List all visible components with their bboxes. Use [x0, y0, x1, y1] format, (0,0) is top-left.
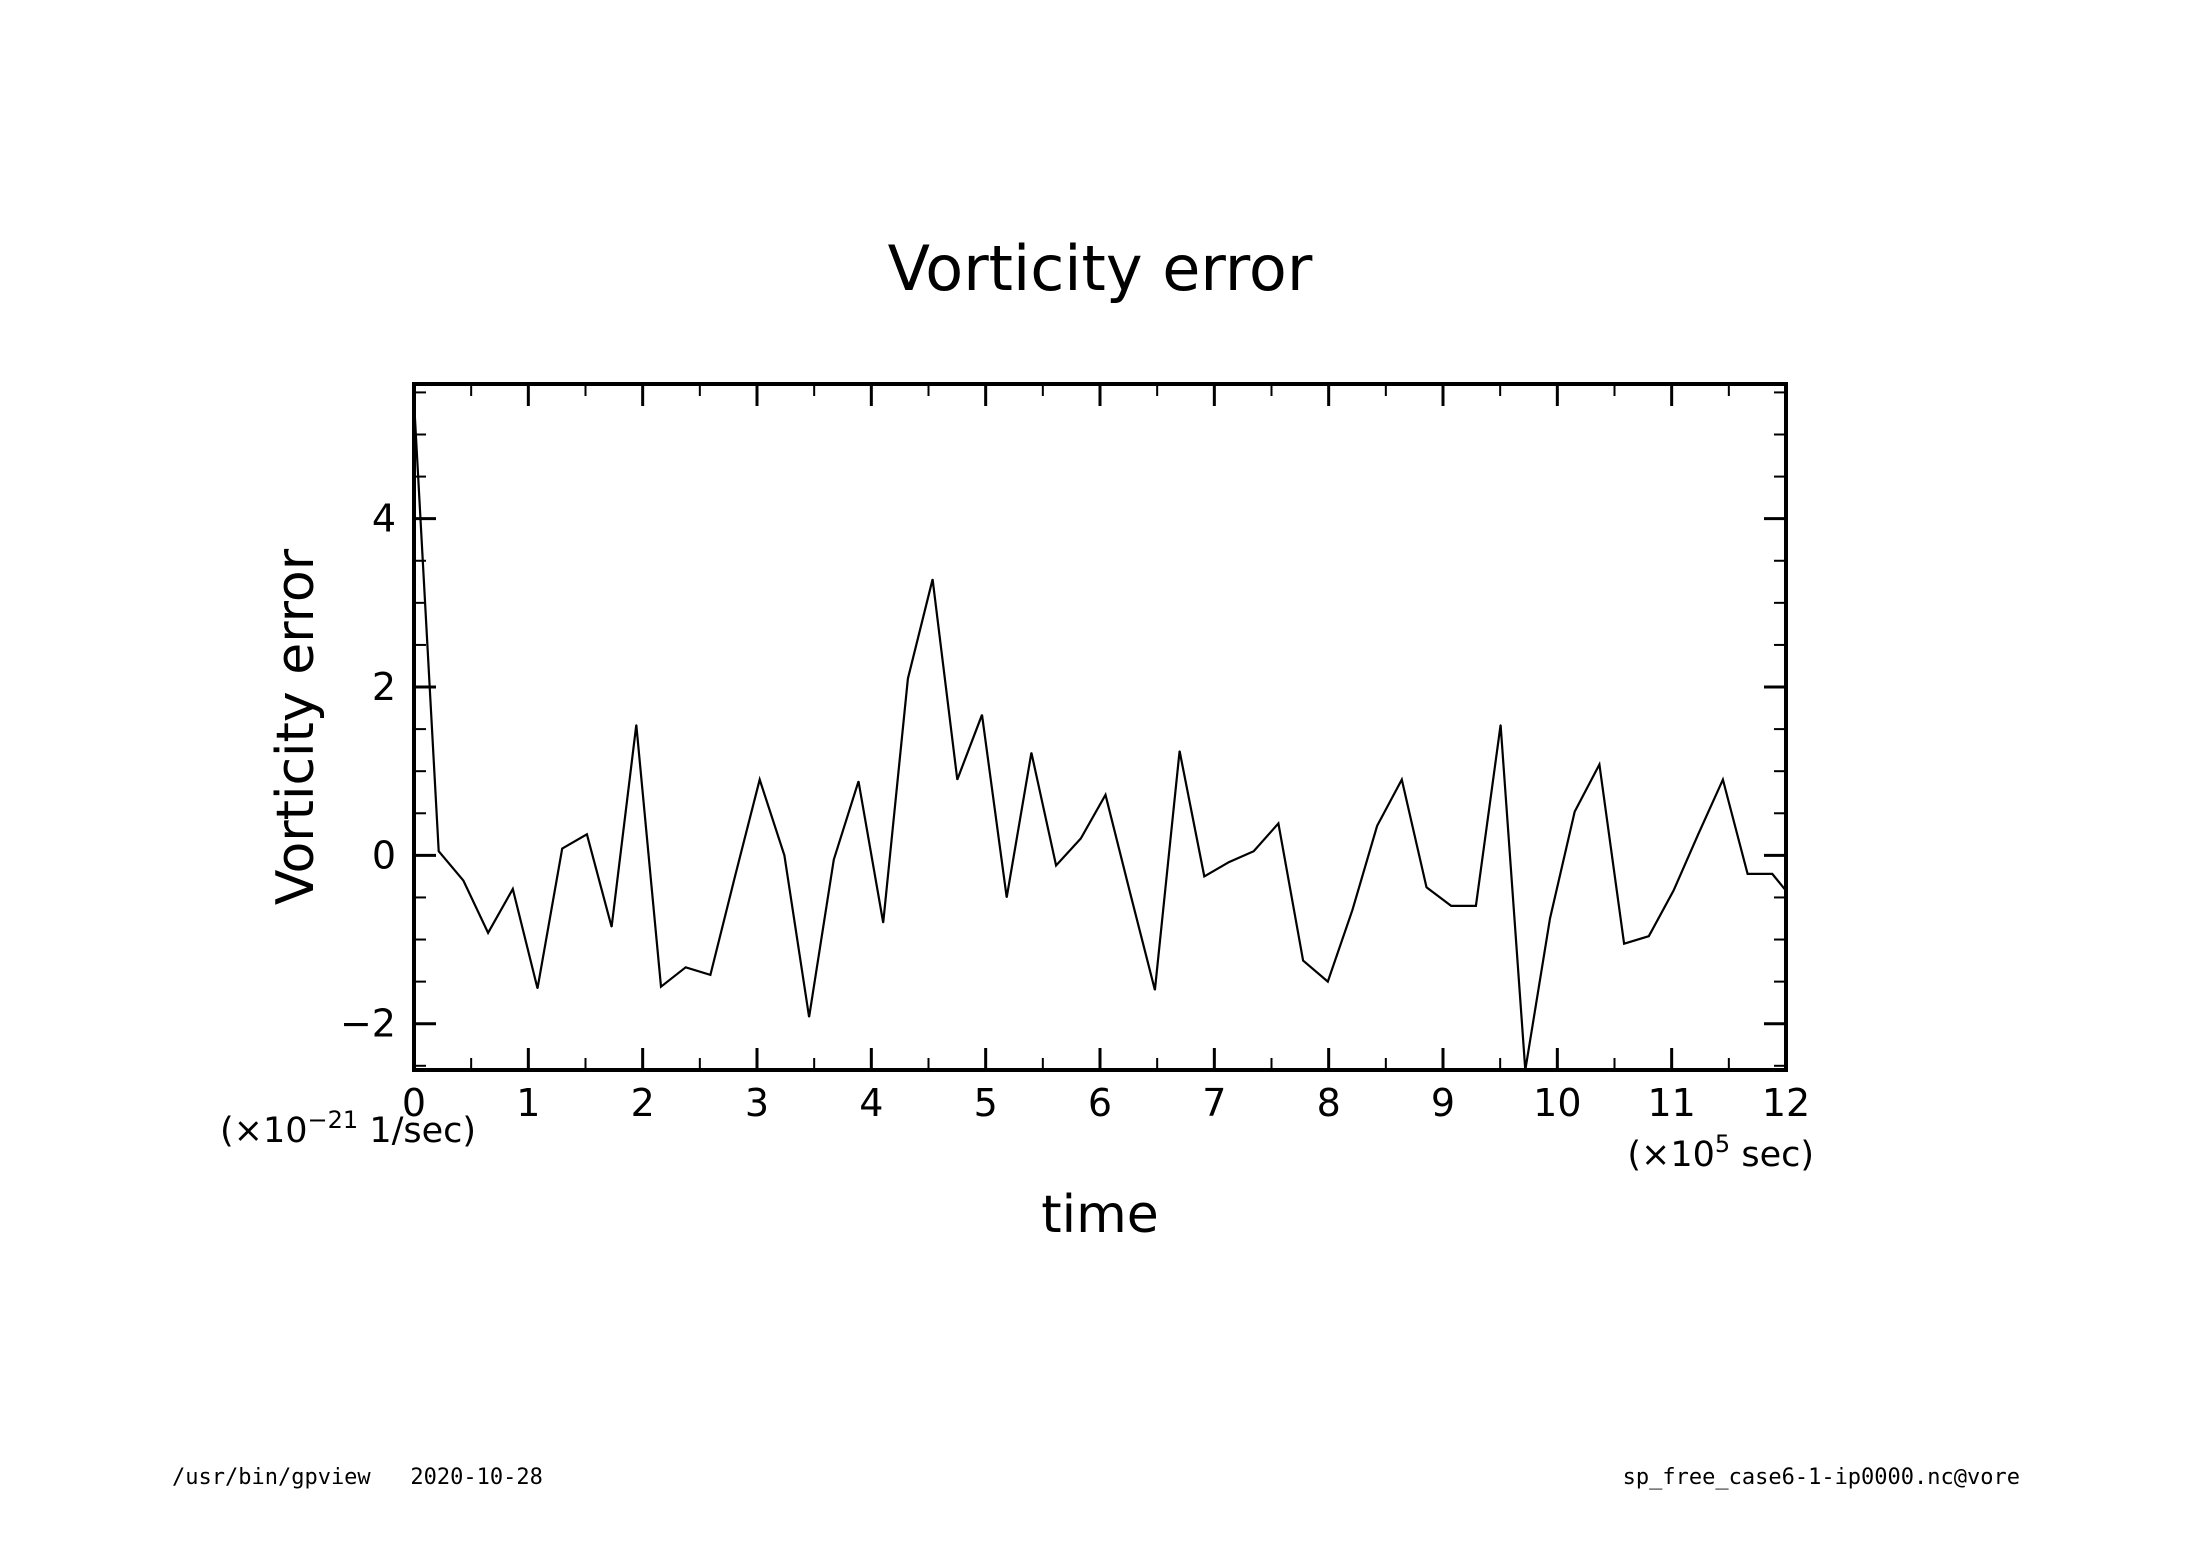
x-tick-label: 11	[1647, 1081, 1695, 1125]
data-point	[734, 875, 736, 878]
data-point	[907, 678, 909, 680]
data-point	[1401, 779, 1403, 781]
x-tick-label: 10	[1533, 1081, 1581, 1125]
data-point	[1302, 960, 1304, 962]
data-point	[1747, 873, 1749, 875]
footer-left: /usr/bin/gpview 2020-10-28	[172, 1465, 543, 1490]
data-point	[1203, 875, 1205, 878]
data-point	[1104, 794, 1107, 796]
series-layer	[412, 400, 1787, 1071]
data-point	[759, 779, 761, 781]
x-tick-label: 4	[859, 1081, 883, 1125]
data-point	[1327, 981, 1329, 983]
data-point	[1785, 890, 1787, 892]
data-point	[1722, 779, 1724, 781]
data-point	[462, 880, 464, 882]
y-tick-label: 0	[372, 833, 396, 877]
data-point	[1376, 825, 1378, 827]
data-point	[1500, 724, 1502, 726]
data-point	[1030, 752, 1032, 754]
x-tick-label: 5	[974, 1081, 998, 1125]
x-tick-label: 8	[1317, 1081, 1341, 1125]
y-scale-exponent: −21	[308, 1106, 359, 1134]
data-point	[1598, 763, 1600, 766]
y-axis: −2 0 2 4	[340, 391, 1786, 1067]
data-point	[1277, 822, 1279, 825]
y-tick-label: 4	[372, 497, 396, 541]
x-scale-label: (×105 sec)	[1627, 1130, 1814, 1175]
data-point	[1450, 905, 1452, 907]
data-point	[512, 888, 514, 890]
data-point	[932, 578, 934, 580]
data-point	[882, 922, 884, 924]
data-point	[1771, 873, 1773, 875]
data-point	[1623, 943, 1625, 945]
x-axis-title: time	[1041, 1185, 1158, 1245]
x-tick-label: 1	[516, 1081, 540, 1125]
data-point	[783, 854, 786, 857]
data-point	[1228, 861, 1230, 863]
x-tick-label: 12	[1762, 1081, 1810, 1125]
data-point	[1179, 750, 1181, 752]
data-point	[561, 848, 563, 850]
x-tick-label: 2	[631, 1081, 655, 1125]
data-point	[1080, 837, 1082, 840]
chart-title: Vorticity error	[888, 232, 1313, 305]
data-point	[857, 780, 860, 782]
x-tick-label: 7	[1202, 1081, 1226, 1125]
x-tick-label: 9	[1431, 1081, 1455, 1125]
x-axis: 0 1 2 3 4 5 6 7 8 9 10 11 12	[402, 384, 1810, 1125]
data-point	[635, 724, 637, 726]
y-scale-label: (×10−21 1/sec)	[220, 1106, 476, 1151]
data-point	[1154, 989, 1156, 991]
data-point	[833, 859, 835, 861]
data-point	[438, 850, 440, 852]
data-point	[1129, 892, 1131, 894]
data-point	[660, 986, 662, 988]
data-point	[709, 974, 712, 976]
data-point	[1574, 811, 1576, 813]
data-point	[611, 926, 613, 928]
series-line	[412, 400, 1787, 1071]
data-point	[1475, 905, 1477, 907]
data-point	[413, 400, 415, 402]
x-tick-label: 3	[745, 1081, 769, 1125]
y-axis-title: Vorticity error	[266, 548, 326, 905]
data-point	[981, 714, 983, 716]
data-point	[1697, 833, 1699, 835]
y-tick-label: −2	[340, 1002, 396, 1046]
plot-frame	[412, 382, 1788, 1072]
data-point	[1253, 850, 1255, 852]
x-tick-label: 0	[402, 1081, 426, 1125]
data-point	[1425, 886, 1428, 888]
data-point	[808, 1016, 810, 1018]
data-point	[1672, 890, 1675, 892]
data-point	[1648, 935, 1650, 937]
data-point	[536, 987, 539, 990]
data-point	[487, 932, 489, 934]
data-point	[956, 779, 958, 781]
x-scale-exponent: 5	[1715, 1130, 1730, 1158]
data-point	[1006, 896, 1008, 899]
data-point	[1524, 1069, 1526, 1071]
data-point	[1351, 909, 1353, 911]
data-point	[685, 966, 687, 968]
plot-area	[412, 382, 1788, 1072]
x-tick-label: 6	[1088, 1081, 1112, 1125]
y-tick-label: 2	[372, 665, 396, 709]
data-point	[1549, 917, 1551, 920]
data-point	[586, 833, 588, 835]
footer-right: sp_free_case6-1-ip0000.nc@vore	[1623, 1465, 2020, 1490]
data-point	[1055, 864, 1057, 867]
